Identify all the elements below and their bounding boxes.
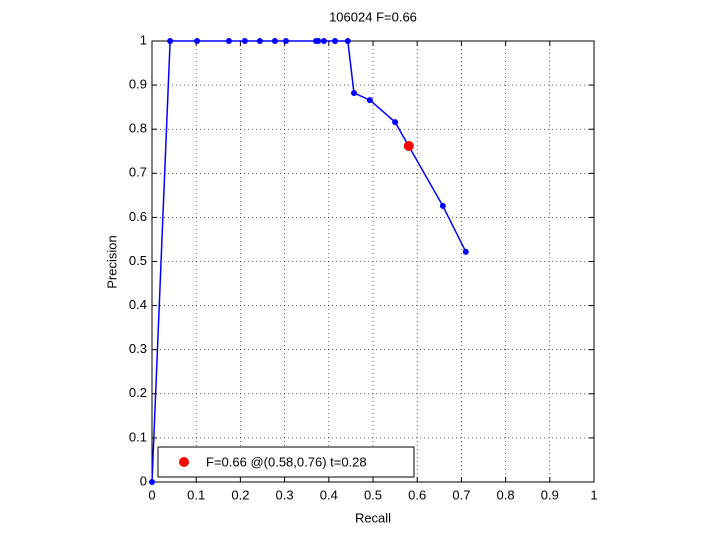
data-point xyxy=(315,38,322,44)
y-tick-label: 0.5 xyxy=(129,253,147,268)
x-tick-label: 0.9 xyxy=(541,487,559,502)
chart-title: 106024 F=0.66 xyxy=(329,9,417,24)
y-tick-label: 0.7 xyxy=(129,165,147,180)
y-tick-label: 0.1 xyxy=(129,429,147,444)
x-tick-label: 0.2 xyxy=(231,487,249,502)
data-point xyxy=(271,38,278,44)
x-tick-label: 0.8 xyxy=(497,487,515,502)
data-point xyxy=(256,38,263,44)
x-axis-label: Recall xyxy=(355,510,391,525)
y-tick-label: 0.9 xyxy=(129,77,147,92)
x-tick-label: 0.5 xyxy=(364,487,382,502)
y-tick-label: 0.3 xyxy=(129,341,147,356)
data-point xyxy=(462,248,469,255)
x-tick-label: 0.7 xyxy=(452,487,470,502)
y-tick-label: 0.6 xyxy=(129,209,147,224)
y-axis-label: Precision xyxy=(104,235,119,288)
data-point xyxy=(366,97,373,104)
y-tick-label: 0.8 xyxy=(129,121,147,136)
y-tick-label: 1 xyxy=(140,32,147,47)
data-point xyxy=(392,119,399,126)
x-tick-label: 0 xyxy=(148,487,155,502)
data-point xyxy=(167,38,174,44)
data-point xyxy=(344,38,351,44)
legend-label: F=0.66 @(0.58,0.76) t=0.28 xyxy=(206,454,367,469)
x-tick-label: 0.6 xyxy=(408,487,426,502)
data-point xyxy=(320,38,327,44)
x-tick-label: 1 xyxy=(590,487,597,502)
data-point xyxy=(403,140,414,151)
data-point xyxy=(350,90,357,97)
data-point xyxy=(241,38,248,44)
x-tick-label: 0.1 xyxy=(187,487,205,502)
y-tick-label: 0.4 xyxy=(129,297,147,312)
data-point xyxy=(282,38,289,44)
x-tick-label: 0.3 xyxy=(276,487,294,502)
data-point xyxy=(194,38,201,44)
y-tick-label: 0 xyxy=(140,473,147,488)
legend-marker xyxy=(179,457,189,467)
y-tick-label: 0.2 xyxy=(129,385,147,400)
x-tick-label: 0.4 xyxy=(320,487,338,502)
data-point xyxy=(149,479,155,485)
data-point xyxy=(225,38,232,44)
data-point xyxy=(439,202,446,209)
axes-box xyxy=(151,40,595,483)
data-point xyxy=(331,38,338,44)
legend-box xyxy=(157,446,415,478)
